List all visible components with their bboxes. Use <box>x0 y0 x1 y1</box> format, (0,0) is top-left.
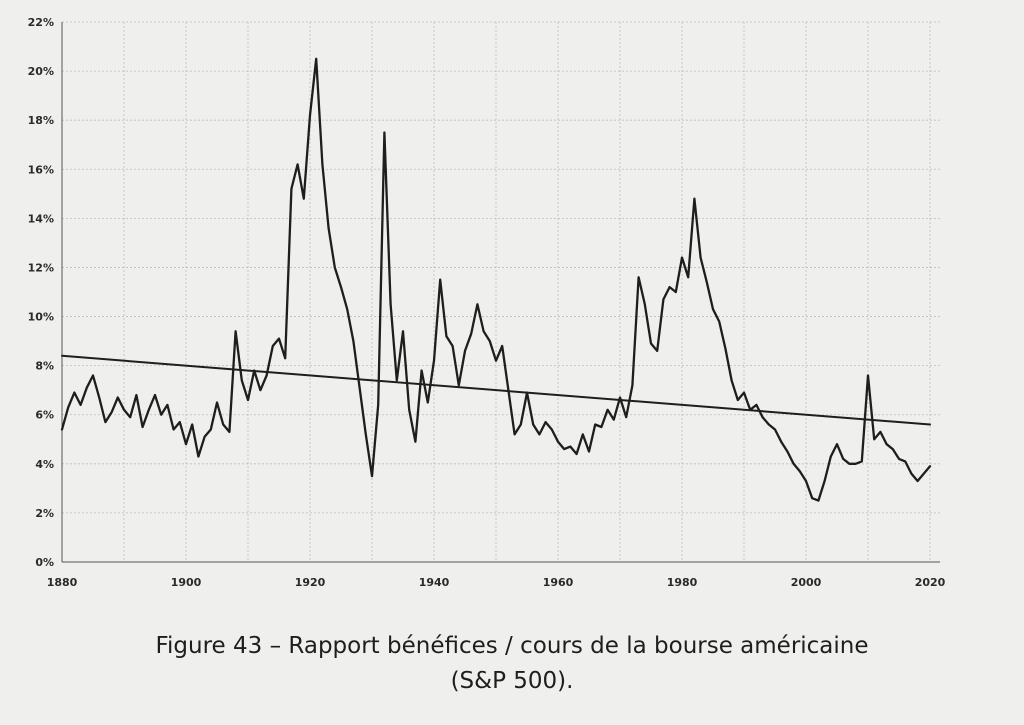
chart-tick-labels: 0% 2% 4% 6% 8% 10% 12% 14% 16% 18% 20% 22% 1880 1900 1… <box>28 16 946 589</box>
chart-axes <box>61 22 940 563</box>
chart-series <box>60 57 932 502</box>
y-tick-label: 14% <box>28 212 54 225</box>
trend-line <box>61 354 931 426</box>
y-tick-label: 4% <box>35 458 54 471</box>
y-tick-label: 10% <box>28 311 54 324</box>
y-tick-label: 6% <box>35 409 54 422</box>
chart-grid <box>61 21 940 563</box>
x-tick-label: 1960 <box>543 576 574 589</box>
x-tick-label: 2000 <box>791 576 822 589</box>
x-tick-label: 1920 <box>295 576 326 589</box>
y-tick-label: 8% <box>35 360 54 373</box>
y-tick-label: 18% <box>28 114 54 127</box>
earnings-yield-chart: 0% 2% 4% 6% 8% 10% 12% 14% 16% 18% 20% 22% 1880 1900 1… <box>28 16 946 589</box>
figure-caption-line-1: Figure 43 – Rapport bénéfices / cours de… <box>155 633 869 659</box>
x-tick-label: 1980 <box>667 576 698 589</box>
x-tick-label: 2020 <box>915 576 946 589</box>
y-tick-label: 20% <box>28 65 54 78</box>
earnings-yield-line <box>60 57 932 502</box>
x-tick-label: 1940 <box>419 576 450 589</box>
y-tick-label: 0% <box>35 556 54 569</box>
y-tick-label: 22% <box>28 16 54 29</box>
y-tick-label: 16% <box>28 163 54 176</box>
y-tick-label: 2% <box>35 507 54 520</box>
x-tick-label: 1900 <box>171 576 202 589</box>
x-tick-label: 1880 <box>47 576 78 589</box>
y-tick-label: 12% <box>28 261 54 274</box>
figure-caption-line-2: (S&P 500). <box>450 668 574 694</box>
